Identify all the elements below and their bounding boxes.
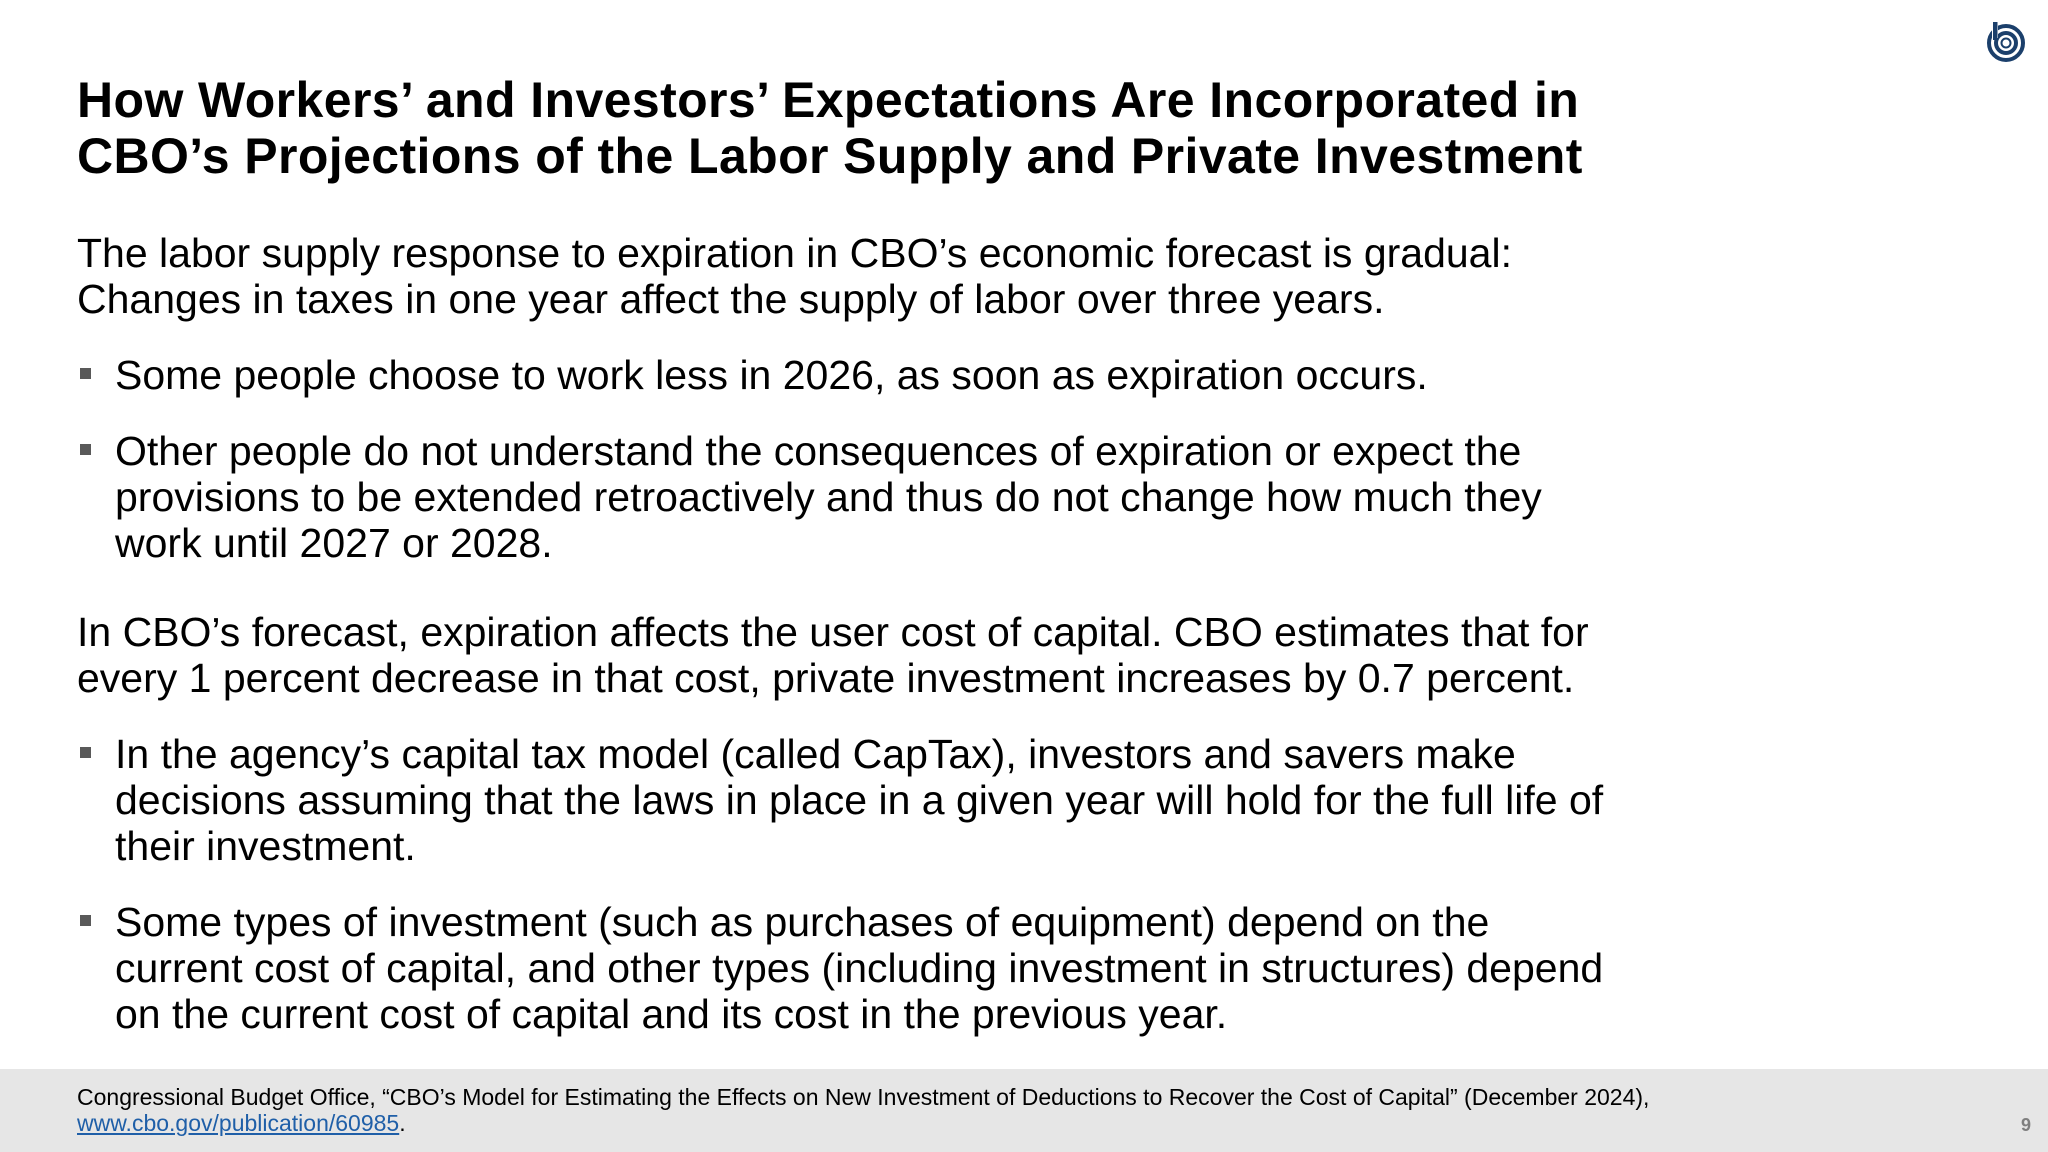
square-bullet-icon [80,915,91,926]
square-bullet-icon [80,368,91,379]
citation-text: Congressional Budget Office, “CBO’s Mode… [77,1084,1650,1110]
bullet-line: their investment. [115,823,416,869]
page-number: 9 [2020,1115,2031,1135]
bullet-line: In the agency’s capital tax model (calle… [115,731,1516,777]
square-bullet-icon [80,444,91,455]
bullet-item: Some people choose to work less in 2026,… [77,352,1777,398]
slide-title: How Workers’ and Investors’ Expectations… [77,72,1977,184]
square-bullet-icon [80,747,91,758]
bullet-line: on the current cost of capital and its c… [115,991,1228,1037]
slide-title-line: How Workers’ and Investors’ Expectations… [77,72,1580,128]
publication-link[interactable]: www.cbo.gov/publication/60985 [77,1110,400,1136]
paragraph-line: every 1 percent decrease in that cost, p… [77,655,1575,701]
paragraph-line: The labor supply response to expiration … [77,230,1512,276]
slide-title-line: CBO’s Projections of the Labor Supply an… [77,128,1583,184]
bullet-line: decisions assuming that the laws in plac… [115,777,1604,823]
paragraph-line: In CBO’s forecast, expiration affects th… [77,609,1589,655]
bullet-item: Some types of investment (such as purcha… [77,899,1777,1037]
bullet-list-investment: In the agency’s capital tax model (calle… [77,731,1777,1037]
paragraph-labor-supply: The labor supply response to expiration … [77,230,1777,322]
citation-link-line: www.cbo.gov/publication/60985. [77,1110,1649,1136]
paragraph-investment: In CBO’s forecast, expiration affects th… [77,609,1777,701]
bullet-line: Some people choose to work less in 2026,… [115,352,1428,398]
bullet-item: In the agency’s capital tax model (calle… [77,731,1777,869]
bullet-list-labor-supply: Some people choose to work less in 2026,… [77,352,1777,566]
bullet-line: work until 2027 or 2028. [115,520,553,566]
bullet-item: Other people do not understand the conse… [77,428,1777,566]
citation-link-suffix: . [399,1110,406,1136]
footer: Congressional Budget Office, “CBO’s Mode… [0,1069,2048,1152]
bullet-line: current cost of capital, and other types… [115,945,1604,991]
bullet-line: provisions to be extended retroactively … [115,474,1542,520]
bullet-line: Some types of investment (such as purcha… [115,899,1490,945]
footer-citation: Congressional Budget Office, “CBO’s Mode… [77,1084,1649,1136]
bullet-line: Other people do not understand the conse… [115,428,1522,474]
slide-body: The labor supply response to expiration … [77,230,1777,1037]
paragraph-line: Changes in taxes in one year affect the … [77,276,1385,322]
cbo-logo-icon [1986,22,2026,62]
